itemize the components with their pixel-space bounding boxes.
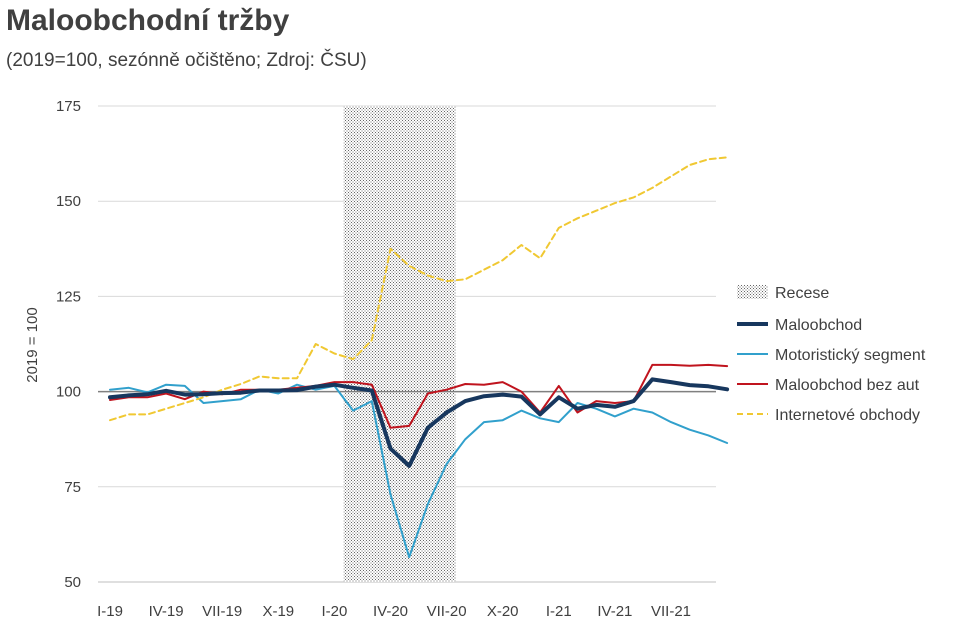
legend-item-maloobchod-bez-aut: Maloobchod bez aut xyxy=(737,377,920,394)
x-tick-label-I-21: I-21 xyxy=(546,603,572,620)
recession-band xyxy=(343,106,456,582)
legend-label-motoristický-segment: Motoristický segment xyxy=(775,347,926,364)
x-tick-label-I-20: I-20 xyxy=(321,603,347,620)
x-tick-label-VII-20: VII-20 xyxy=(427,603,467,620)
legend-label-maloobchod-bez-aut: Maloobchod bez aut xyxy=(775,377,920,394)
series-line-internetové-obchody xyxy=(109,156,729,422)
legend-label-recese: Recese xyxy=(775,285,829,302)
x-tick-label-X-20: X-20 xyxy=(487,603,519,620)
x-tick-label-X-19: X-19 xyxy=(262,603,294,620)
legend-item-maloobchod: Maloobchod xyxy=(737,317,862,334)
legend-label-maloobchod: Maloobchod xyxy=(775,317,862,334)
series-line-motoristický-segment xyxy=(109,383,729,559)
legend-label-internetové-obchody: Internetové obchody xyxy=(775,407,920,424)
chart-subtitle: (2019=100, sezónně očištěno; Zdroj: ČSU) xyxy=(6,50,367,71)
x-tick-label-IV-19: IV-19 xyxy=(149,603,184,620)
y-tick-label-100: 100 xyxy=(56,384,81,401)
y-tick-label-75: 75 xyxy=(64,479,81,496)
chart-title: Maloobchodní tržby xyxy=(6,4,290,37)
x-tick-label-VII-21: VII-21 xyxy=(651,603,691,620)
x-tick-label-IV-20: IV-20 xyxy=(373,603,408,620)
legend-item-recese: Recese xyxy=(737,285,829,302)
y-tick-label-50: 50 xyxy=(64,574,81,591)
x-tick-label-IV-21: IV-21 xyxy=(597,603,632,620)
y-tick-label-175: 175 xyxy=(56,98,81,115)
y-tick-label-150: 150 xyxy=(56,193,81,210)
legend-swatch-recese xyxy=(737,285,768,299)
y-axis-label: 2019 = 100 xyxy=(24,307,41,383)
legend-item-internetové-obchody: Internetové obchody xyxy=(737,407,920,424)
legend-item-motoristický-segment: Motoristický segment xyxy=(737,347,926,364)
x-tick-label-I-19: I-19 xyxy=(97,603,123,620)
x-tick-label-VII-19: VII-19 xyxy=(202,603,242,620)
y-tick-label-125: 125 xyxy=(56,288,81,305)
series-line-maloobchod xyxy=(108,377,730,468)
